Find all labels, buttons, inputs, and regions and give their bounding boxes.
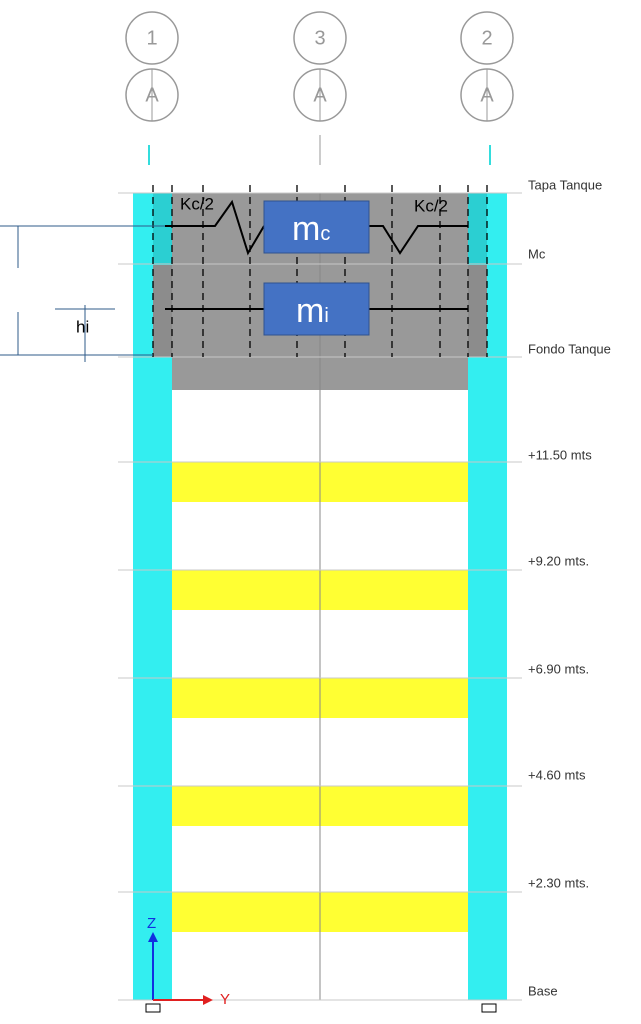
level-label: +11.50 mts xyxy=(528,447,592,462)
bubble xyxy=(293,11,347,65)
spring xyxy=(165,199,265,256)
mass-subscript: c xyxy=(320,223,330,245)
mass-symbol: m xyxy=(292,210,320,248)
tank-edge xyxy=(468,193,487,265)
mass-box xyxy=(263,200,370,254)
level-label: +4.60 mts xyxy=(528,767,586,782)
level-label: Base xyxy=(528,983,558,998)
grid-bubbles: 1 A 3 A 2 A xyxy=(125,11,514,165)
level-label: +9.20 mts. xyxy=(528,553,589,568)
level-label: Mc xyxy=(528,246,546,261)
tank-edge xyxy=(153,193,172,265)
level-label: Fondo Tanque xyxy=(528,341,611,356)
mass-label: mi xyxy=(296,292,329,330)
levels: Tapa Tanque Mc Fondo Tanque +11.50 mts +… xyxy=(118,177,611,1001)
bubble xyxy=(460,11,514,65)
support xyxy=(145,1003,161,1013)
spring-label: Kc/2 xyxy=(414,196,448,215)
z-arrow xyxy=(148,932,158,942)
bubble xyxy=(125,11,179,65)
dimensions: hi xyxy=(0,225,165,362)
grid-number: 2 xyxy=(481,27,492,49)
mass-label: mc xyxy=(292,210,330,248)
mass-box xyxy=(263,282,370,336)
y-axis-label: Y xyxy=(220,991,230,1008)
mass-symbol: m xyxy=(296,292,324,330)
support xyxy=(481,1003,497,1013)
level-label: +2.30 mts. xyxy=(528,875,589,890)
mass-subscript: i xyxy=(324,305,328,327)
dimension-label: hi xyxy=(76,317,89,336)
z-axis-label: Z xyxy=(147,915,156,932)
spring xyxy=(369,225,468,255)
grid-number: 3 xyxy=(314,27,325,49)
spring-label: Kc/2 xyxy=(180,194,214,213)
y-arrow xyxy=(203,995,213,1005)
grid-number: 1 xyxy=(146,27,157,49)
level-label: +6.90 mts. xyxy=(528,661,589,676)
level-label: Tapa Tanque xyxy=(528,177,602,192)
